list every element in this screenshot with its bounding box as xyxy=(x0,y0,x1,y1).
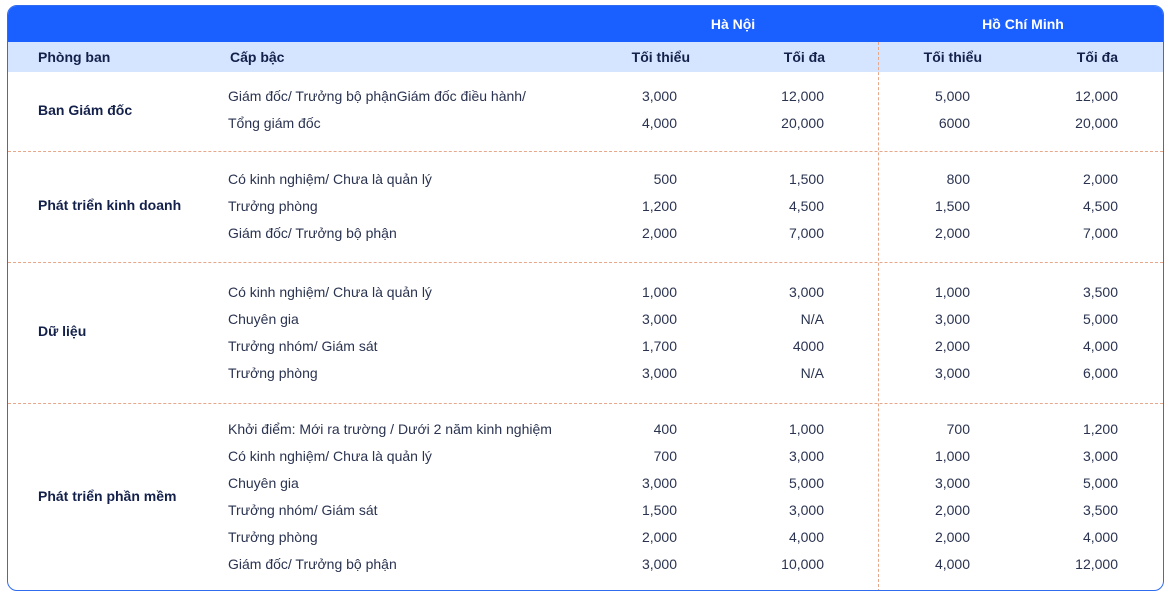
cell-hanoi-min: 700 xyxy=(653,448,677,464)
header-hanoi-min: Tối thiểu xyxy=(631,49,690,65)
cell-level: Giám đốc/ Trưởng bộ phận xyxy=(228,225,397,241)
header-hcm-min: Tối thiểu xyxy=(923,49,982,65)
cell-hcm-max: 5,000 xyxy=(1082,311,1118,327)
cell-hcm-max: 4,000 xyxy=(1082,529,1118,545)
cell-hanoi-max: 3,000 xyxy=(788,284,824,300)
cell-hcm-max: 4,500 xyxy=(1082,198,1118,214)
city-divider xyxy=(878,42,879,590)
cell-level: Chuyên gia xyxy=(228,311,299,327)
cell-hcm-max: 7,000 xyxy=(1082,225,1118,241)
cell-level: Trưởng phòng xyxy=(228,198,318,214)
cell-hcm-max: 4,000 xyxy=(1082,338,1118,354)
cell-hcm-min: 3,000 xyxy=(934,475,970,491)
cell-hcm-max: 20,000 xyxy=(1075,115,1118,131)
cell-hcm-max: 3,500 xyxy=(1082,284,1118,300)
group-divider xyxy=(8,262,1163,263)
cell-level: Khởi điểm: Mới ra trường / Dưới 2 năm ki… xyxy=(228,421,552,437)
cell-level: Trưởng nhóm/ Giám sát xyxy=(228,338,378,354)
header-level: Cấp bậc xyxy=(230,49,285,65)
cell-hanoi-max: 3,000 xyxy=(788,502,824,518)
header-hcm-max: Tối đa xyxy=(1076,49,1118,65)
city-header-band xyxy=(8,6,1163,42)
cell-hcm-max: 3,500 xyxy=(1082,502,1118,518)
cell-hanoi-max: 1,000 xyxy=(788,421,824,437)
group-divider xyxy=(8,403,1163,404)
cell-hcm-min: 4,000 xyxy=(934,556,970,572)
cell-hanoi-max: N/A xyxy=(800,311,824,327)
cell-level: Trưởng nhóm/ Giám sát xyxy=(228,502,378,518)
cell-hanoi-min: 2,000 xyxy=(641,529,677,545)
department-label: Dữ liệu xyxy=(38,322,87,339)
cell-hcm-min: 2,000 xyxy=(934,502,970,518)
cell-hcm-max: 1,200 xyxy=(1082,421,1118,437)
cell-hanoi-min: 500 xyxy=(653,171,677,187)
cell-hcm-min: 6000 xyxy=(938,115,970,131)
cell-hcm-min: 2,000 xyxy=(934,338,970,354)
cell-hcm-min: 800 xyxy=(946,171,970,187)
cell-hanoi-min: 3,000 xyxy=(641,475,677,491)
cell-hanoi-max: 4,000 xyxy=(788,529,824,545)
cell-hanoi-min: 4,000 xyxy=(641,115,677,131)
cell-hanoi-min: 2,000 xyxy=(641,225,677,241)
cell-level: Tổng giám đốc xyxy=(228,115,321,131)
cell-hanoi-max: 3,000 xyxy=(788,448,824,464)
cell-hcm-min: 3,000 xyxy=(934,365,970,381)
cell-hanoi-min: 3,000 xyxy=(641,88,677,104)
cell-hcm-min: 1,000 xyxy=(934,448,970,464)
department-label: Phát triển phần mềm xyxy=(38,487,177,504)
cell-hcm-min: 1,500 xyxy=(934,198,970,214)
cell-hanoi-min: 400 xyxy=(653,421,677,437)
cell-hanoi-max: 1,500 xyxy=(788,171,824,187)
header-department: Phòng ban xyxy=(38,49,111,65)
cell-level: Giám đốc/ Trưởng bộ phận xyxy=(228,556,397,572)
cell-hcm-max: 12,000 xyxy=(1075,88,1118,104)
cell-hcm-min: 700 xyxy=(946,421,970,437)
cell-hanoi-min: 3,000 xyxy=(641,311,677,327)
cell-hanoi-max: 7,000 xyxy=(788,225,824,241)
cell-hcm-max: 5,000 xyxy=(1082,475,1118,491)
city-header-hanoi: Hà Nội xyxy=(710,16,756,32)
cell-hanoi-max: 5,000 xyxy=(788,475,824,491)
cell-hanoi-max: 10,000 xyxy=(781,556,824,572)
cell-level: Trưởng phòng xyxy=(228,529,318,545)
cell-level: Chuyên gia xyxy=(228,475,299,491)
department-label: Ban Giám đốc xyxy=(38,101,133,118)
cell-hcm-min: 3,000 xyxy=(934,311,970,327)
cell-hcm-min: 1,000 xyxy=(934,284,970,300)
salary-table: Hà Nội Hồ Chí Minh Phòng ban Cấp bậc Tối… xyxy=(7,5,1164,591)
cell-hanoi-max: 4,500 xyxy=(788,198,824,214)
cell-level: Giám đốc/ Trưởng bộ phậnGiám đốc điều hà… xyxy=(228,88,526,104)
cell-hcm-min: 2,000 xyxy=(934,529,970,545)
city-header-hcm: Hồ Chí Minh xyxy=(982,16,1064,32)
cell-level: Có kinh nghiệm/ Chưa là quản lý xyxy=(228,284,432,300)
cell-hanoi-min: 3,000 xyxy=(641,365,677,381)
cell-level: Có kinh nghiệm/ Chưa là quản lý xyxy=(228,171,432,187)
cell-hanoi-max: 12,000 xyxy=(781,88,824,104)
cell-hanoi-max: 4000 xyxy=(792,338,824,354)
cell-hanoi-min: 1,000 xyxy=(641,284,677,300)
cell-level: Trưởng phòng xyxy=(228,365,318,381)
cell-hanoi-min: 3,000 xyxy=(641,556,677,572)
group-divider xyxy=(8,151,1163,152)
cell-hanoi-min: 1,700 xyxy=(641,338,677,354)
cell-hanoi-max: 20,000 xyxy=(781,115,824,131)
column-header-band xyxy=(8,42,1163,72)
cell-hanoi-max: N/A xyxy=(800,365,824,381)
cell-hcm-min: 5,000 xyxy=(934,88,970,104)
cell-hcm-max: 3,000 xyxy=(1082,448,1118,464)
cell-level: Có kinh nghiệm/ Chưa là quản lý xyxy=(228,448,432,464)
cell-hcm-max: 12,000 xyxy=(1075,556,1118,572)
cell-hcm-max: 6,000 xyxy=(1082,365,1118,381)
header-hanoi-max: Tối đa xyxy=(783,49,825,65)
cell-hanoi-min: 1,200 xyxy=(641,198,677,214)
department-label: Phát triển kinh doanh xyxy=(38,196,182,213)
cell-hanoi-min: 1,500 xyxy=(641,502,677,518)
cell-hcm-max: 2,000 xyxy=(1082,171,1118,187)
cell-hcm-min: 2,000 xyxy=(934,225,970,241)
